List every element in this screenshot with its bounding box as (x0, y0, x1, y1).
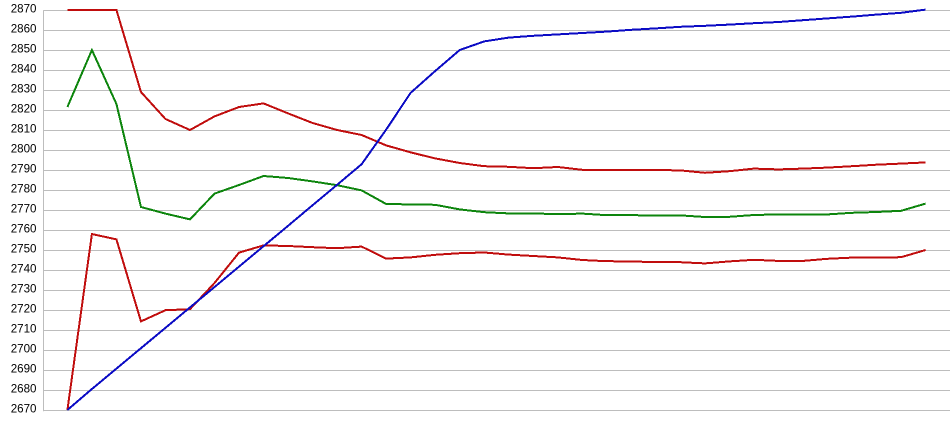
svg-text:2670: 2670 (11, 403, 37, 416)
svg-text:2680: 2680 (11, 383, 37, 396)
svg-text:2840: 2840 (11, 63, 37, 76)
svg-text:2820: 2820 (11, 103, 37, 116)
svg-text:2810: 2810 (11, 123, 37, 136)
svg-text:2860: 2860 (11, 23, 37, 36)
svg-text:2710: 2710 (11, 323, 37, 336)
svg-text:2720: 2720 (11, 303, 37, 316)
svg-text:2780: 2780 (11, 183, 37, 196)
svg-text:2740: 2740 (11, 263, 37, 276)
svg-text:2830: 2830 (11, 83, 37, 96)
svg-text:2690: 2690 (11, 363, 37, 376)
svg-text:2700: 2700 (11, 343, 37, 356)
svg-text:2730: 2730 (11, 283, 37, 296)
svg-text:2760: 2760 (11, 223, 37, 236)
svg-text:2800: 2800 (11, 143, 37, 156)
svg-text:2770: 2770 (11, 203, 37, 216)
svg-text:2850: 2850 (11, 43, 37, 56)
svg-text:2870: 2870 (11, 3, 37, 16)
svg-text:2790: 2790 (11, 163, 37, 176)
svg-text:2750: 2750 (11, 243, 37, 256)
